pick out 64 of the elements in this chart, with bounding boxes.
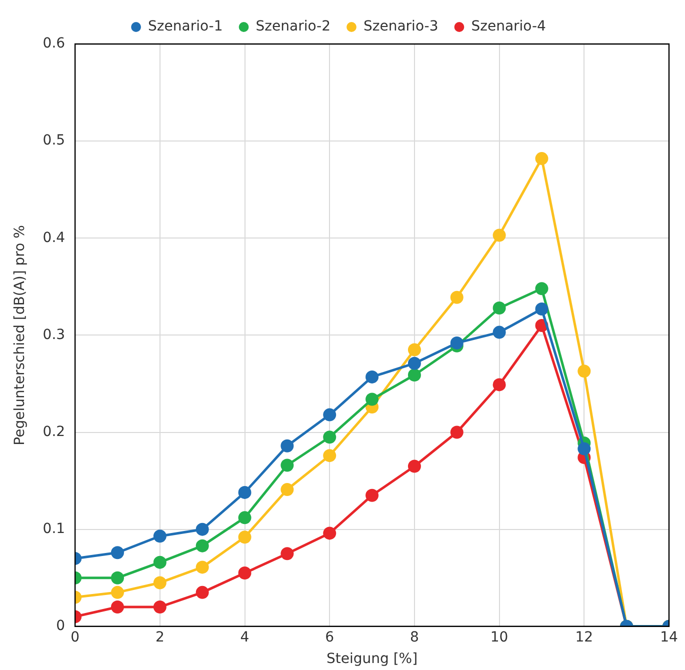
y-tick-label: 0.1 bbox=[42, 520, 66, 537]
x-tick-label: 8 bbox=[410, 629, 419, 646]
point bbox=[110, 546, 124, 560]
legend-label: Szenario-2 bbox=[256, 18, 331, 35]
point bbox=[110, 586, 124, 599]
point bbox=[110, 600, 124, 614]
point bbox=[153, 576, 166, 590]
point bbox=[323, 408, 336, 422]
x-tick-label: 2 bbox=[155, 629, 164, 646]
x-tick-label: 10 bbox=[490, 629, 508, 646]
point bbox=[450, 426, 464, 439]
point bbox=[280, 483, 294, 496]
point bbox=[578, 364, 591, 378]
point bbox=[323, 430, 336, 444]
point bbox=[366, 370, 379, 384]
point bbox=[450, 336, 464, 350]
point bbox=[153, 556, 166, 569]
x-tick-label: 12 bbox=[575, 629, 594, 646]
point bbox=[110, 571, 124, 584]
y-tick-label: 0.5 bbox=[42, 132, 66, 149]
x-axis-title: Steigung [%] bbox=[326, 651, 418, 668]
point bbox=[450, 290, 464, 304]
point bbox=[280, 547, 294, 560]
y-tick-label: 0.2 bbox=[42, 424, 66, 440]
point bbox=[196, 586, 209, 599]
legend-label: Szenario-1 bbox=[148, 18, 223, 35]
point bbox=[366, 392, 379, 406]
point bbox=[535, 282, 548, 296]
point bbox=[238, 530, 252, 544]
y-tick-label: 0 bbox=[56, 618, 66, 634]
point bbox=[578, 442, 591, 456]
x-tick-label: 6 bbox=[325, 629, 334, 646]
y-tick-label: 0.3 bbox=[42, 326, 66, 343]
point bbox=[323, 526, 336, 540]
point bbox=[238, 486, 252, 499]
legend-label: Szenario-3 bbox=[364, 18, 438, 35]
point bbox=[196, 539, 209, 552]
point bbox=[492, 378, 506, 392]
point bbox=[408, 460, 421, 473]
point bbox=[408, 343, 421, 356]
point bbox=[408, 356, 421, 370]
y-tick-label: 0.6 bbox=[42, 36, 66, 52]
x-tick-label: 0 bbox=[70, 629, 80, 646]
point bbox=[153, 600, 166, 614]
point bbox=[492, 326, 506, 339]
legend-label: Szenario-4 bbox=[471, 18, 546, 35]
point bbox=[153, 530, 166, 543]
y-tick-label: 0.4 bbox=[42, 230, 66, 246]
x-tick-label: 4 bbox=[240, 629, 250, 646]
x-tick-label: 14 bbox=[660, 629, 678, 646]
point bbox=[492, 302, 506, 315]
point bbox=[196, 560, 209, 574]
point bbox=[323, 449, 336, 462]
point bbox=[492, 228, 506, 242]
point bbox=[366, 488, 379, 502]
point bbox=[238, 511, 252, 524]
y-axis-title: Pegelunterschied [dB(A)] pro % bbox=[12, 225, 28, 446]
point bbox=[238, 566, 252, 580]
point bbox=[535, 302, 548, 316]
point bbox=[280, 439, 294, 452]
point bbox=[280, 458, 294, 472]
point bbox=[196, 522, 209, 536]
point bbox=[535, 152, 548, 166]
point bbox=[408, 368, 421, 382]
